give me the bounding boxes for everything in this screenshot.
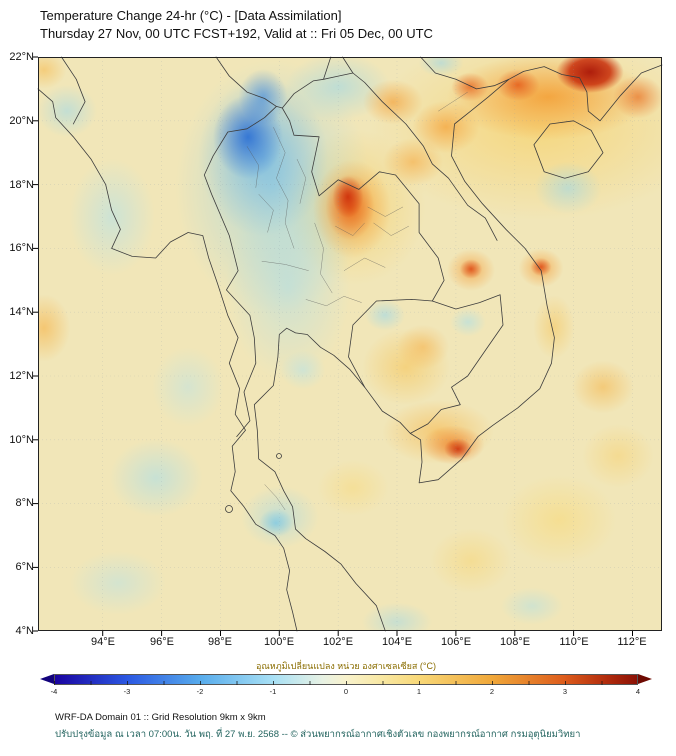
colorbar-tick: 4 [635,687,641,696]
map-title: Temperature Change 24-hr (°C) - [Data As… [40,8,342,23]
colorbar [40,674,652,685]
lat-label: 18°N [9,179,34,191]
coastline-east [253,64,663,632]
border-northwest [61,56,86,125]
lon-label: 96°E [150,636,174,648]
lon-label: 98°E [208,636,232,648]
border-china-vietnam [420,56,510,90]
colorbar-tick: -4 [50,687,58,696]
lat-label: 12°N [9,370,34,382]
colorbar-tick-labels: -4 -3 -2 -1 0 1 2 3 4 [50,687,641,697]
border-thai-laos [281,107,445,302]
axis-ticks [33,56,633,636]
border-north [215,56,354,109]
colorbar-tick: 3 [562,687,568,696]
colorbar-tick: 0 [343,687,349,696]
lon-label: 104°E [381,636,413,648]
province-borders [246,91,468,511]
colorbar-tick: -3 [123,687,131,696]
colorbar-label: อุณหภูมิเปลี่ยนแปลง หน่วย องศาเซลเซียส (… [256,661,436,671]
lon-label: 108°E [499,636,531,648]
colorbar-right-arrow [638,674,652,684]
lat-label: 8°N [15,497,34,509]
lon-label: 94°E [91,636,115,648]
lat-label: 10°N [9,434,34,446]
border-thai-myanmar [203,106,277,437]
lat-label: 20°N [9,115,34,127]
colorbar-minor-ticks [54,681,638,685]
border-thai-cambodia [348,299,433,388]
border-cambodia-vietnam [409,294,504,434]
agency-credit: ปรับปรุงข้อมูล ณ เวลา 07:00น. วัน พฤ. ที… [55,729,581,740]
lon-label: 100°E [263,636,295,648]
lat-label: 16°N [9,242,34,254]
country-borders [37,56,663,632]
lon-label: 102°E [322,636,354,648]
colorbar-tick: -2 [196,687,204,696]
lat-label: 4°N [15,625,34,637]
map-overlay [33,56,663,636]
colorbar-tick: -1 [269,687,277,696]
border-laos-vietnam [342,56,498,241]
colorbar-tick: 1 [416,687,422,696]
lat-label: 14°N [9,306,34,318]
lat-label: 22°N [9,51,34,63]
hainan-island [533,120,604,179]
phuket-island [225,505,233,513]
model-info: WRF-DA Domain 01 :: Grid Resolution 9km … [55,712,266,723]
lon-label: 112°E [617,636,647,648]
lon-label: 106°E [440,636,472,648]
lon-label: 110°E [559,636,589,648]
samui-island [276,453,282,459]
coastline-west [37,88,298,632]
colorbar-tick: 2 [489,687,495,696]
colorbar-left-arrow [40,674,54,684]
map-canvas [33,56,663,636]
gridlines [38,57,662,631]
map-subtitle: Thursday 27 Nov, 00 UTC FCST+192, Valid … [40,26,433,41]
lat-label: 6°N [15,561,34,573]
